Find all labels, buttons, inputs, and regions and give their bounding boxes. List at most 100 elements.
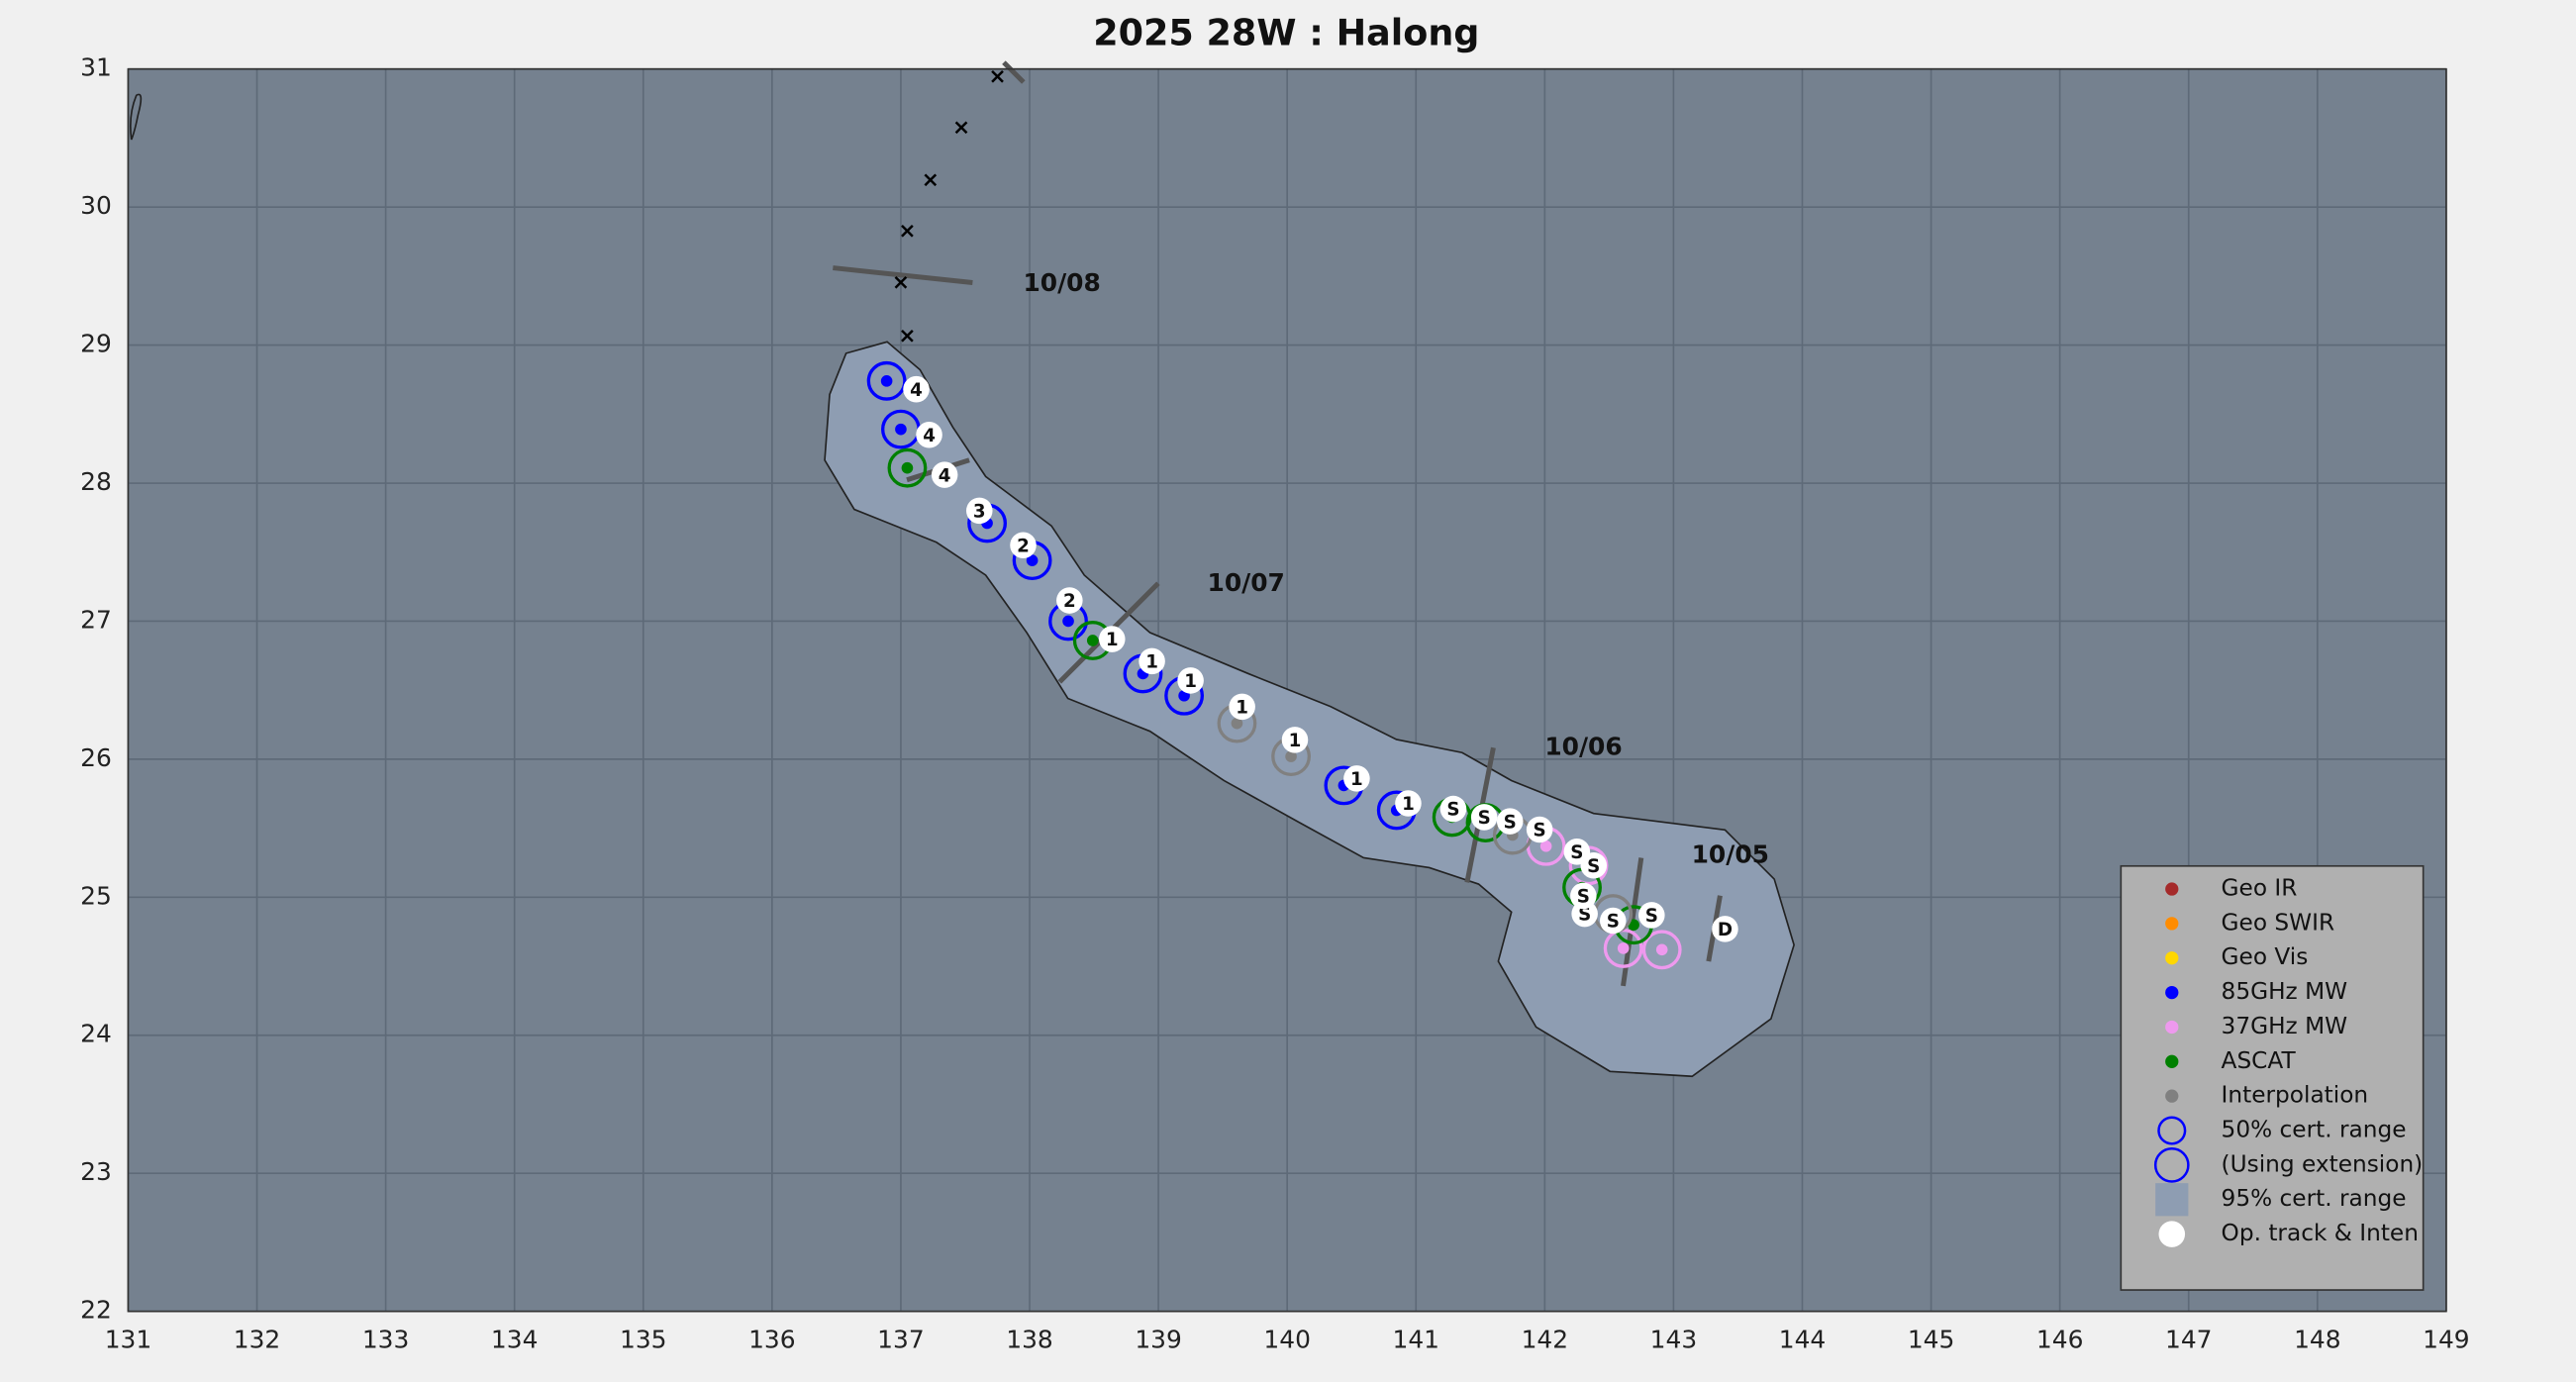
legend-marker: [2157, 1116, 2187, 1145]
intensity-label: 4: [923, 426, 936, 446]
track-point: [1526, 816, 1553, 843]
forecast-point: ×: [898, 219, 916, 244]
track-point: [1056, 587, 1083, 614]
y-tick-label: 31: [80, 53, 112, 82]
x-tick-label: 136: [748, 1325, 795, 1353]
y-tick-label: 22: [80, 1296, 112, 1325]
legend-marker: [2165, 1089, 2179, 1103]
intensity-label: 4: [939, 465, 951, 486]
x-tick-label: 132: [234, 1325, 280, 1353]
track-point: [1139, 647, 1165, 675]
x-tick-label: 142: [1522, 1325, 1568, 1353]
track-point: [1229, 693, 1255, 721]
intensity-label: S: [1578, 905, 1591, 926]
x-tick-label: 143: [1650, 1325, 1697, 1353]
date-label: 10/06: [1544, 733, 1622, 761]
fix-point: [1655, 943, 1668, 956]
track-point: [931, 461, 958, 488]
fix-point: [1026, 554, 1039, 566]
fix-point: [880, 375, 893, 387]
x-tick-label: 133: [362, 1325, 409, 1353]
legend-label: Geo SWIR: [2222, 909, 2335, 936]
x-tick-label: 144: [1779, 1325, 1826, 1353]
track-point: [1600, 907, 1627, 935]
fix-point: [1285, 750, 1297, 762]
legend-label: Geo Vis: [2222, 943, 2309, 970]
x-tick-label: 149: [2423, 1325, 2469, 1353]
fix-point: [1062, 615, 1074, 628]
legend-marker: [2155, 1183, 2189, 1217]
legend-label: ASCAT: [2222, 1047, 2297, 1074]
track-point: [1010, 532, 1037, 559]
x-tick-label: 141: [1393, 1325, 1439, 1353]
forecast-point: ×: [952, 116, 970, 141]
legend-label: 85GHz MW: [2222, 978, 2348, 1005]
marks: DSSSSSSSSSS1111111223444××××××10/0810/07…: [866, 64, 1769, 970]
forecast-point: ×: [898, 324, 916, 348]
legend-label: 50% cert. range: [2222, 1117, 2407, 1143]
track-point: [1470, 804, 1498, 831]
legend-label: 37GHz MW: [2222, 1013, 2348, 1039]
track-point: [1177, 667, 1204, 694]
intensity-label: D: [1718, 920, 1733, 940]
coastline: [129, 93, 143, 141]
legend-label: Op. track & Inten: [2222, 1220, 2419, 1246]
y-tick-label: 29: [80, 330, 112, 358]
x-tick-label: 138: [1006, 1325, 1052, 1353]
intensity-label: 2: [1063, 591, 1076, 612]
intensity-label: S: [1570, 842, 1583, 863]
intensity-label: S: [1607, 912, 1620, 933]
forecast-point: ×: [988, 64, 1006, 89]
track-point: [1712, 916, 1738, 942]
fix-point: [1539, 839, 1552, 852]
y-tick-label: 27: [80, 605, 112, 634]
date-label: 10/07: [1208, 568, 1285, 597]
cert-ring: [1641, 930, 1682, 970]
legend-label: 95% cert. range: [2222, 1185, 2407, 1212]
x-tick-label: 135: [620, 1325, 666, 1353]
date-line: [833, 265, 973, 285]
intensity-label: 1: [1184, 671, 1197, 692]
legend-marker: [2165, 917, 2179, 931]
track-point: [916, 421, 942, 448]
y-tick-label: 26: [80, 743, 112, 772]
fix-point: [895, 423, 907, 436]
date-label: 10/08: [1024, 268, 1101, 297]
intensity-label: 1: [1350, 769, 1363, 790]
cone-95: [824, 341, 1795, 1078]
track-point: [1343, 765, 1370, 792]
intensity-label: S: [1534, 821, 1546, 841]
legend-marker: [2165, 951, 2179, 965]
forecast-point: ×: [892, 270, 910, 295]
fix-point: [1231, 717, 1243, 730]
x-tick-label: 139: [1135, 1325, 1181, 1353]
legend-label: (Using extension): [2222, 1150, 2424, 1177]
intensity-label: S: [1587, 856, 1600, 877]
forecast-point: ×: [922, 168, 940, 193]
x-tick-label: 137: [877, 1325, 924, 1353]
track-point: [1098, 626, 1126, 652]
y-tick-label: 28: [80, 467, 112, 496]
track-point: [903, 375, 930, 403]
intensity-label: 2: [1017, 536, 1030, 556]
legend-marker: [2165, 882, 2179, 896]
legend-marker: [2153, 1147, 2190, 1183]
x-tick-label: 146: [2036, 1325, 2083, 1353]
track-point: [965, 497, 993, 525]
track-point: [1570, 882, 1597, 910]
legend: Geo IR Geo SWIR Geo Vis 85GHz MW 37GHz MW ASC…: [2153, 875, 2424, 1247]
track-point: [1439, 795, 1467, 823]
fix-point: [1086, 635, 1099, 646]
legend-box: [2120, 864, 2425, 1291]
chart-title: 2025 28W : Halong: [1093, 11, 1479, 53]
x-tick-label: 145: [1908, 1325, 1954, 1353]
x-tick-label: 147: [2165, 1325, 2212, 1353]
legend-marker: [2165, 1020, 2179, 1035]
intensity-label: S: [1504, 812, 1517, 833]
legend-marker: [2158, 1221, 2186, 1247]
intensity-label: 3: [973, 502, 986, 523]
cert-ring: [887, 447, 928, 488]
track-point: [1496, 808, 1524, 835]
fix-point: [901, 461, 914, 474]
